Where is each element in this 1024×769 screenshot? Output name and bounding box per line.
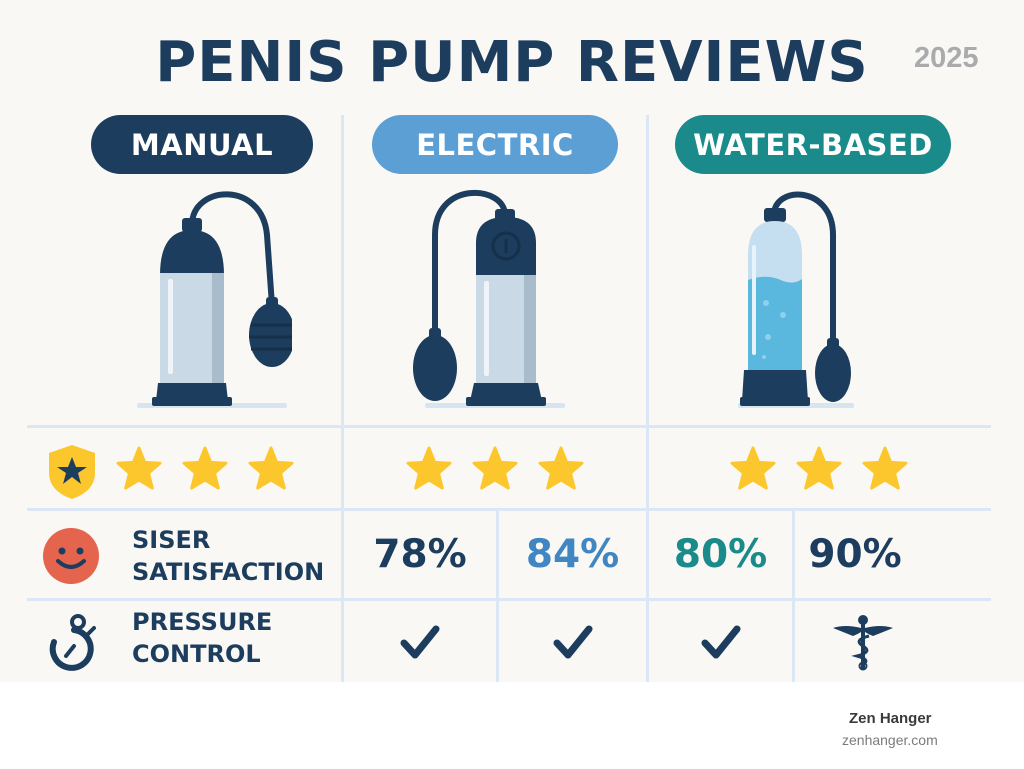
star-icon: [730, 446, 776, 490]
satisfaction-value-water-based: 80%: [649, 511, 792, 598]
row-divider: [27, 508, 991, 511]
check-icon: [553, 625, 592, 658]
satisfaction-label-line2: SATISFACTION: [132, 558, 325, 586]
star-icon: [248, 446, 294, 490]
category-label-electric: ELECTRIC: [416, 127, 574, 162]
water-pump-icon: [738, 191, 854, 408]
percentage-value: 90%: [808, 532, 902, 577]
shield-star-icon: [49, 445, 95, 499]
star-icon: [862, 446, 908, 490]
infographic-canvas: PENIS PUMP REVIEWS 2025 MANUAL ELECTRIC …: [0, 0, 1024, 682]
pressure-value-electric: [499, 601, 646, 682]
satisfaction-label: SISER SATISFACTION: [132, 524, 324, 588]
check-icon: [701, 625, 740, 658]
category-pill-water-based: WATER-BASED: [675, 115, 951, 174]
percentage-value: 80%: [673, 532, 768, 577]
star-icon: [182, 446, 228, 490]
year-label: 2025: [914, 42, 979, 74]
pressure-label-line1: PRESSURE: [132, 608, 273, 636]
star-icon: [538, 446, 584, 490]
satisfaction-label-line1: SISER: [132, 526, 211, 554]
column-divider: [646, 115, 649, 682]
category-pill-electric: ELECTRIC: [372, 115, 618, 174]
satisfaction-value-extra: 90%: [795, 511, 915, 598]
page-title: PENIS PUMP REVIEWS: [155, 30, 869, 95]
category-label-manual: MANUAL: [130, 127, 274, 162]
row-divider: [27, 598, 991, 601]
pressure-value-manual: [344, 601, 496, 682]
category-label-water-based: WATER-BASED: [693, 127, 933, 162]
column-divider: [341, 115, 344, 682]
satisfaction-value-electric: 84%: [499, 511, 646, 598]
pressure-label: PRESSURE CONTROL: [132, 606, 272, 670]
row-divider: [27, 425, 991, 428]
star-icon: [472, 446, 518, 490]
rating-water-based: [649, 428, 989, 508]
sub-column-divider: [792, 510, 795, 682]
rating-manual: [115, 428, 295, 508]
satisfaction-value-manual: 78%: [344, 511, 496, 598]
footer-brand: Zen Hanger: [849, 710, 932, 727]
check-icon: [400, 625, 440, 658]
rating-electric: [344, 428, 646, 508]
percentage-value: 84%: [525, 532, 620, 577]
stopwatch-gauge-icon: [49, 614, 96, 671]
caduceus-icon: [832, 614, 893, 670]
manual-pump-icon: [137, 191, 292, 408]
percentage-value: 78%: [373, 532, 467, 577]
pressure-label-line2: CONTROL: [132, 640, 261, 668]
electric-pump-icon: [413, 189, 565, 408]
pressure-value-extra: [795, 601, 930, 682]
footer-url-link[interactable]: zenhanger.com: [842, 732, 938, 748]
star-icon: [116, 446, 162, 490]
pressure-value-water-based: [649, 601, 792, 682]
star-icon: [796, 446, 842, 490]
smiley-face-icon: [43, 528, 99, 584]
category-pill-manual: MANUAL: [91, 115, 313, 174]
sub-column-divider: [496, 510, 499, 682]
star-icon: [406, 446, 452, 490]
